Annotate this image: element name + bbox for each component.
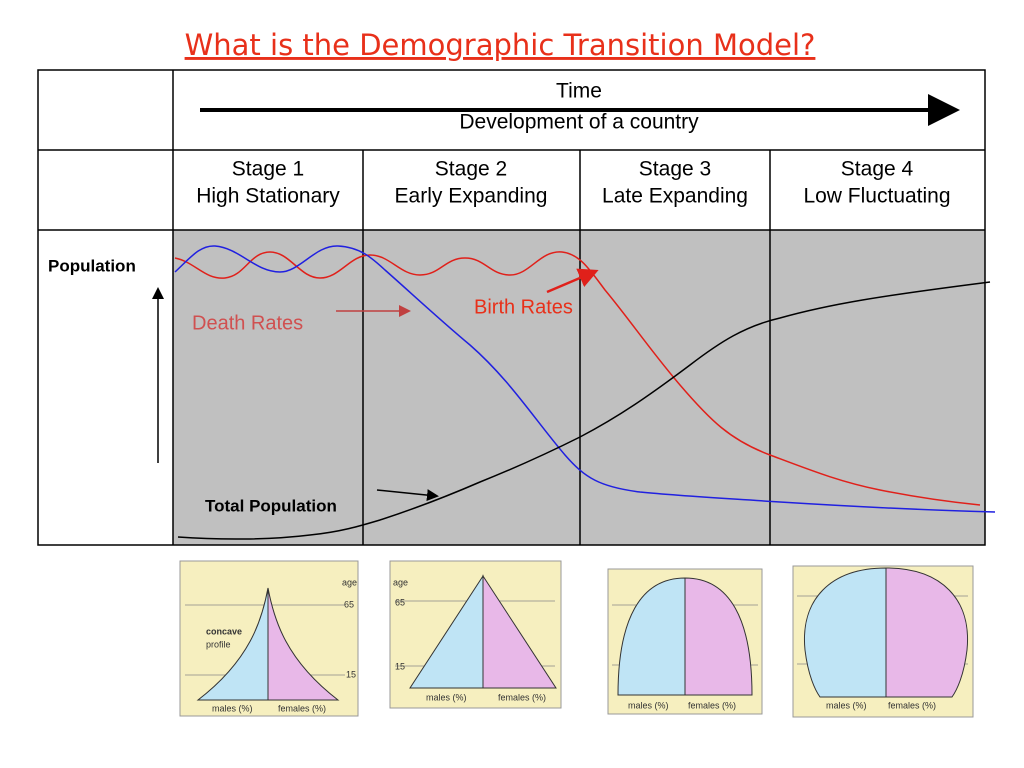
males-shape	[617, 577, 686, 696]
age-15: 15	[395, 661, 405, 671]
females-shape	[482, 574, 557, 689]
note: profile	[206, 639, 231, 649]
males-label: males (%)	[628, 700, 669, 710]
age-label: age	[393, 577, 408, 587]
stage-number: Stage 2	[435, 158, 507, 181]
subtitle: Development of a country	[459, 111, 699, 134]
males-label: males (%)	[826, 700, 867, 710]
males-label: males (%)	[212, 703, 253, 713]
total-population-label: Total Population	[205, 496, 337, 515]
total-population-arrow	[376, 489, 439, 502]
stage-number: Stage 4	[841, 158, 914, 181]
birth-rates-arrow	[546, 268, 599, 294]
death-rate-curve	[174, 245, 996, 513]
age-15: 15	[346, 669, 356, 679]
total-population-curve	[177, 281, 991, 540]
birth-rate-curve	[174, 251, 981, 506]
females-shape	[684, 577, 753, 696]
females-label: females (%)	[278, 703, 326, 713]
stage-name: High Stationary	[196, 185, 340, 208]
stage-name: Low Fluctuating	[803, 185, 950, 208]
table: Time Development of a country Stage 1 Hi…	[37, 69, 996, 546]
title: What is the Demographic Transition Model…	[185, 28, 816, 62]
death-rates-label: Death Rates	[192, 312, 303, 334]
pyramid-3: males (%) females (%)	[607, 568, 763, 715]
stage-name: Late Expanding	[602, 185, 748, 208]
females-shape	[267, 587, 340, 701]
age-65: 65	[395, 597, 405, 607]
females-label: females (%)	[498, 692, 546, 702]
females-shape	[885, 567, 969, 698]
males-shape	[196, 587, 269, 701]
birth-rates-label: Birth Rates	[474, 296, 573, 318]
age-65: 65	[344, 599, 354, 609]
males-label: males (%)	[426, 692, 467, 702]
time-label: Time	[556, 80, 602, 103]
stage-number: Stage 1	[232, 158, 304, 181]
note: concave	[206, 626, 242, 636]
age-label: age	[342, 577, 357, 587]
pyramid-1: age 65 15 concave profile males (%) fema…	[179, 560, 359, 717]
females-label: females (%)	[888, 700, 936, 710]
population-label: Population	[48, 256, 136, 275]
stage-name: Early Expanding	[395, 185, 548, 208]
pyramid-4: males (%) females (%)	[792, 565, 974, 718]
males-shape	[803, 567, 887, 698]
table-border	[37, 69, 986, 546]
pyramid-2: age 65 15 males (%) females (%)	[389, 560, 562, 709]
females-label: females (%)	[688, 700, 736, 710]
stage-number: Stage 3	[639, 158, 711, 181]
